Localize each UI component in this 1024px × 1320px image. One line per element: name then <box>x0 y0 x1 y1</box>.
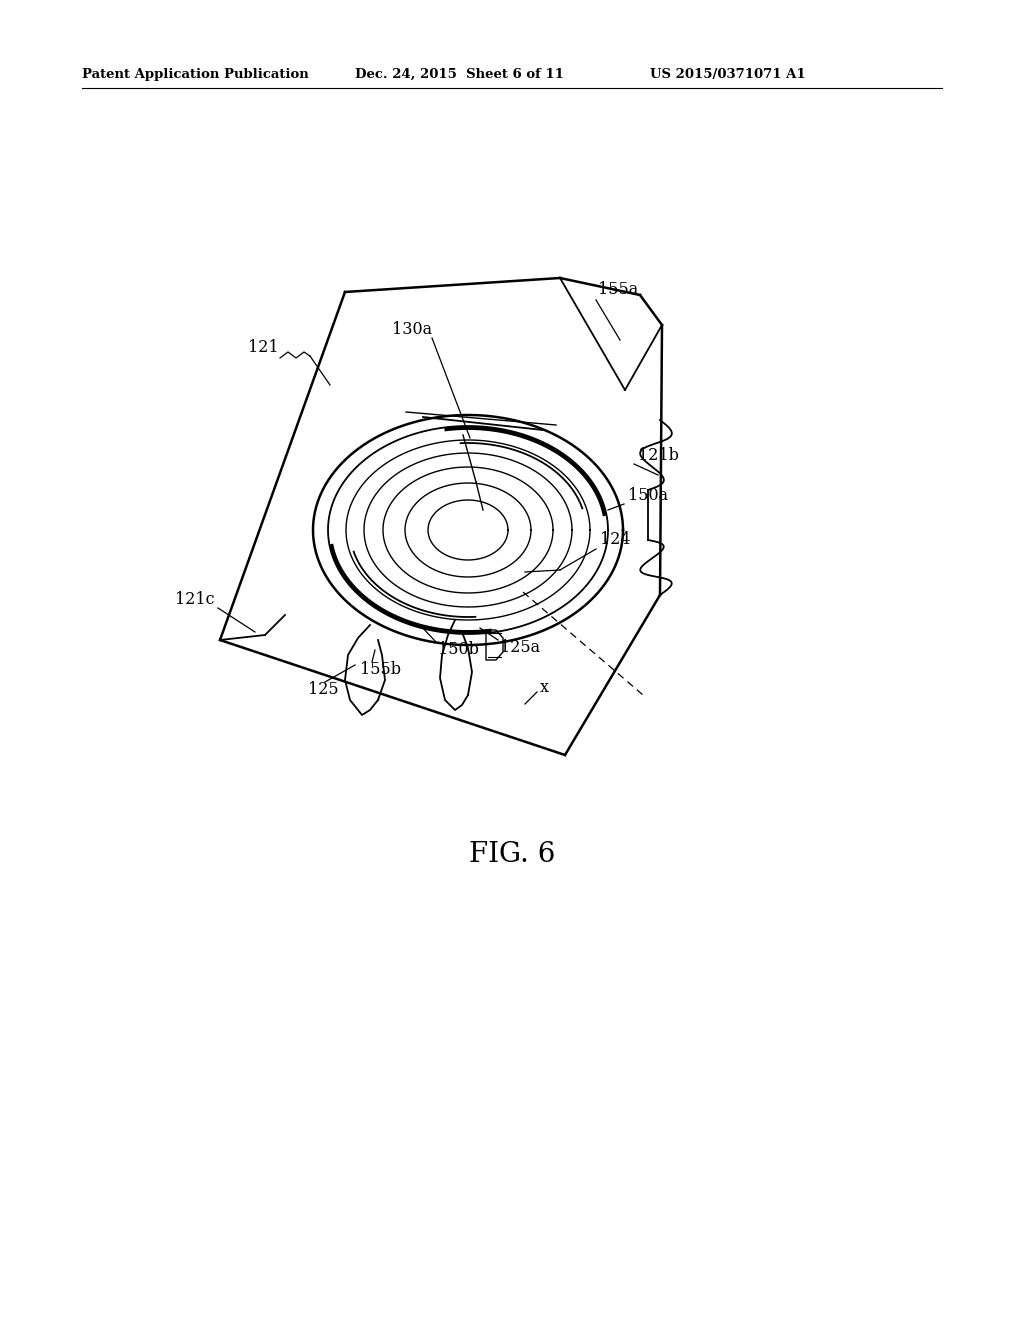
Text: 125: 125 <box>308 681 339 698</box>
Text: 124: 124 <box>600 532 631 549</box>
Text: 121c: 121c <box>175 591 215 609</box>
Text: 125a: 125a <box>500 639 540 656</box>
Text: 150b: 150b <box>438 642 479 659</box>
Text: Patent Application Publication: Patent Application Publication <box>82 69 309 81</box>
Text: 121: 121 <box>248 339 279 356</box>
Text: 150a: 150a <box>628 487 668 503</box>
Text: x: x <box>540 680 549 697</box>
Text: 155b: 155b <box>360 661 401 678</box>
Text: Dec. 24, 2015  Sheet 6 of 11: Dec. 24, 2015 Sheet 6 of 11 <box>355 69 564 81</box>
Text: 130a: 130a <box>392 322 432 338</box>
Text: US 2015/0371071 A1: US 2015/0371071 A1 <box>650 69 806 81</box>
Text: FIG. 6: FIG. 6 <box>469 842 555 869</box>
Text: 121b: 121b <box>638 446 679 463</box>
Text: 155a: 155a <box>598 281 638 298</box>
